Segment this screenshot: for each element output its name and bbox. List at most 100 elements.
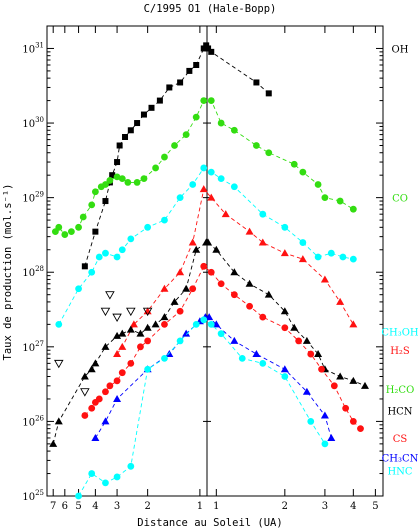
data-point-hnc — [113, 473, 121, 481]
data-point-cs — [161, 320, 168, 328]
x-tick-label-pre: 4 — [92, 501, 98, 512]
data-point-ch3cn — [302, 387, 311, 395]
data-point-oh — [203, 42, 210, 49]
data-point-ch3oh — [118, 246, 126, 254]
data-point-oh — [166, 84, 173, 91]
data-point-hcn — [49, 439, 58, 447]
data-point-cs — [200, 262, 208, 270]
data-point-cs — [307, 350, 315, 358]
data-point-co — [106, 177, 114, 184]
data-point-hnc — [238, 354, 246, 362]
data-point-ch3cn — [320, 411, 329, 419]
legend-label-ch3oh: CH₃OH — [381, 328, 418, 339]
x-tick-label-pre: 2 — [144, 501, 150, 512]
data-point-ch3cn — [101, 417, 110, 425]
data-point-cs — [318, 365, 325, 373]
data-point-co — [230, 126, 238, 134]
data-point-ch3cn — [205, 313, 214, 321]
data-point-hnc — [217, 330, 225, 338]
data-point-hnc — [321, 440, 329, 448]
data-point-hcn — [126, 325, 135, 333]
data-point-ch3cn — [182, 329, 191, 337]
data-point-oh — [193, 62, 200, 69]
x-tick-label-post: 5 — [372, 501, 378, 512]
data-point-oh — [253, 79, 260, 86]
data-point-oh — [102, 198, 109, 205]
data-point-hcn — [113, 331, 122, 339]
data-point-oh — [200, 45, 207, 52]
data-point-ch3oh — [349, 255, 357, 263]
y-tick-label: 1028 — [22, 265, 44, 279]
data-point-h2co — [105, 291, 115, 300]
data-point-co — [265, 149, 273, 157]
data-point-h2co — [112, 313, 122, 323]
data-point-cs — [176, 307, 184, 315]
y-tick-label: 1026 — [22, 414, 44, 428]
data-point-hnc — [161, 354, 168, 362]
data-point-ch3cn — [280, 365, 289, 373]
data-point-co — [88, 201, 96, 209]
data-point-cs — [81, 412, 89, 419]
data-point-ch3oh — [88, 268, 96, 276]
data-point-hnc — [307, 418, 315, 425]
data-point-hnc — [192, 320, 200, 328]
x-tick-label-pre: 1 — [197, 501, 203, 512]
data-point-hcn — [160, 313, 169, 321]
data-point-oh — [208, 48, 215, 55]
data-point-ch3oh — [200, 164, 208, 172]
data-point-hcn — [170, 297, 179, 305]
data-point-oh — [205, 45, 212, 52]
legend-label-ch3cn: CH₃CN — [382, 453, 418, 464]
x-tick-label-post: 2 — [282, 501, 288, 512]
data-point-cs — [106, 382, 114, 390]
data-point-hcn — [151, 320, 160, 328]
y-tick-label: 1025 — [22, 489, 44, 503]
y-tick-label: 1031 — [22, 41, 44, 55]
data-point-co — [118, 175, 126, 182]
data-point-co — [299, 168, 307, 176]
data-point-hcn — [336, 372, 345, 380]
data-point-hcn — [143, 323, 152, 331]
data-point-cs — [217, 280, 225, 288]
legend-label-hnc: HNC — [387, 466, 412, 477]
data-point-hcn — [204, 238, 213, 246]
data-point-h2s — [221, 210, 230, 218]
data-point-co — [321, 194, 329, 202]
data-point-co — [79, 213, 87, 221]
data-point-ch3cn — [113, 394, 122, 402]
data-point-co — [290, 160, 298, 168]
x-tick-label-post: 3 — [322, 501, 328, 512]
legend-label-hcn: HCN — [387, 407, 412, 418]
data-point-ch3oh — [281, 223, 289, 231]
data-point-hcn — [192, 245, 201, 253]
plot-frame — [46, 25, 384, 497]
x-axis-label: Distance au Soleil (UA) — [137, 517, 282, 529]
data-point-h2s — [320, 275, 329, 283]
data-point-cs — [342, 404, 350, 412]
data-point-co — [336, 197, 344, 205]
x-tick-label-pre: 7 — [50, 501, 56, 512]
data-point-co — [200, 97, 208, 104]
data-point-oh — [127, 127, 134, 134]
data-point-h2s — [113, 350, 122, 358]
data-point-hcn — [264, 290, 273, 298]
data-point-hcn — [230, 268, 239, 276]
data-point-co — [113, 173, 121, 181]
data-point-hcn — [212, 245, 221, 253]
data-point-co — [217, 119, 225, 127]
legend-label-cs: CS — [393, 434, 408, 445]
data-point-co — [102, 181, 109, 188]
data-point-cs — [295, 337, 303, 345]
y-tick-label: 1029 — [22, 191, 44, 205]
data-point-hnc — [200, 316, 208, 324]
data-point-co — [182, 131, 190, 138]
data-point-cs — [95, 395, 103, 403]
data-point-co — [91, 188, 99, 196]
data-point-co — [349, 205, 357, 213]
data-point-ch3oh — [259, 210, 267, 218]
data-point-co — [55, 223, 63, 231]
data-point-oh — [109, 172, 116, 179]
data-point-h2co — [54, 359, 64, 369]
